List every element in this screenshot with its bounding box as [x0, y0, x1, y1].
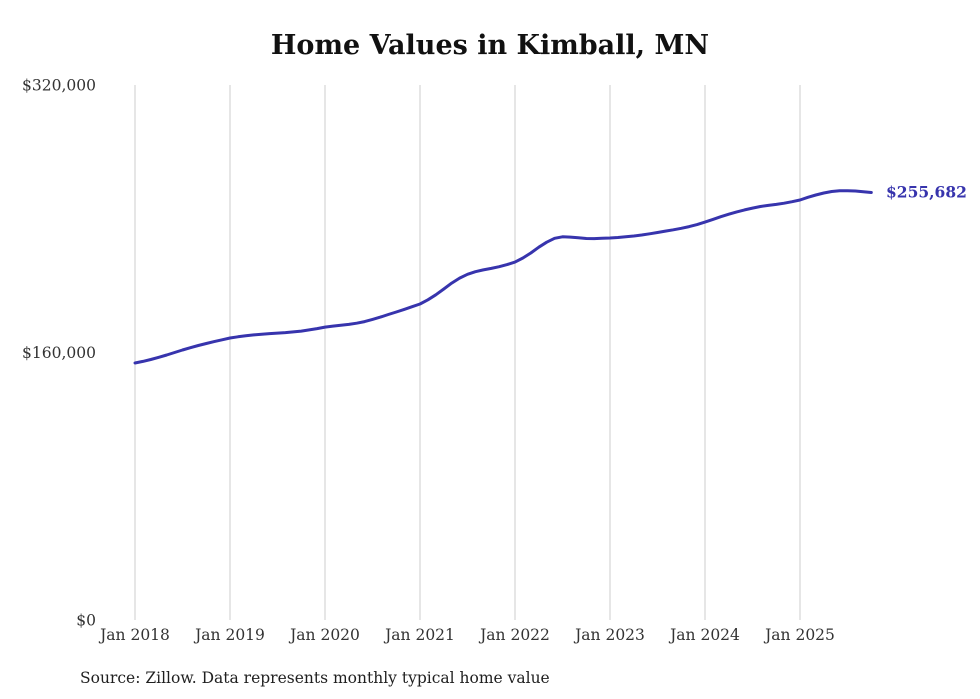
y-axis-tick-labels: $0 $160,000 $320,000 [22, 77, 96, 630]
x-tick-label: Jan 2019 [193, 626, 265, 644]
y-tick-label: $0 [76, 612, 96, 630]
x-tick-label: Jan 2021 [383, 626, 455, 644]
x-tick-label: Jan 2022 [478, 626, 550, 644]
y-tick-label: $320,000 [22, 77, 96, 95]
x-tick-label: Jan 2024 [668, 626, 740, 644]
x-tick-label: Jan 2025 [763, 626, 835, 644]
x-axis-tick-labels: Jan 2018 Jan 2019 Jan 2020 Jan 2021 Jan 2022… [98, 626, 835, 644]
source-note: Source: Zillow. Data represents monthly … [80, 669, 550, 687]
gridlines-group [134, 85, 801, 620]
chart-title: Home Values in Kimball, MN [271, 30, 709, 61]
y-tick-label: $160,000 [22, 344, 96, 362]
home-value-line [133, 189, 873, 365]
x-tick-label: Jan 2018 [98, 626, 170, 644]
x-tick-label: Jan 2020 [288, 626, 360, 644]
x-tick-label: Jan 2023 [573, 626, 645, 644]
end-value-label: $255,682 [886, 183, 967, 202]
